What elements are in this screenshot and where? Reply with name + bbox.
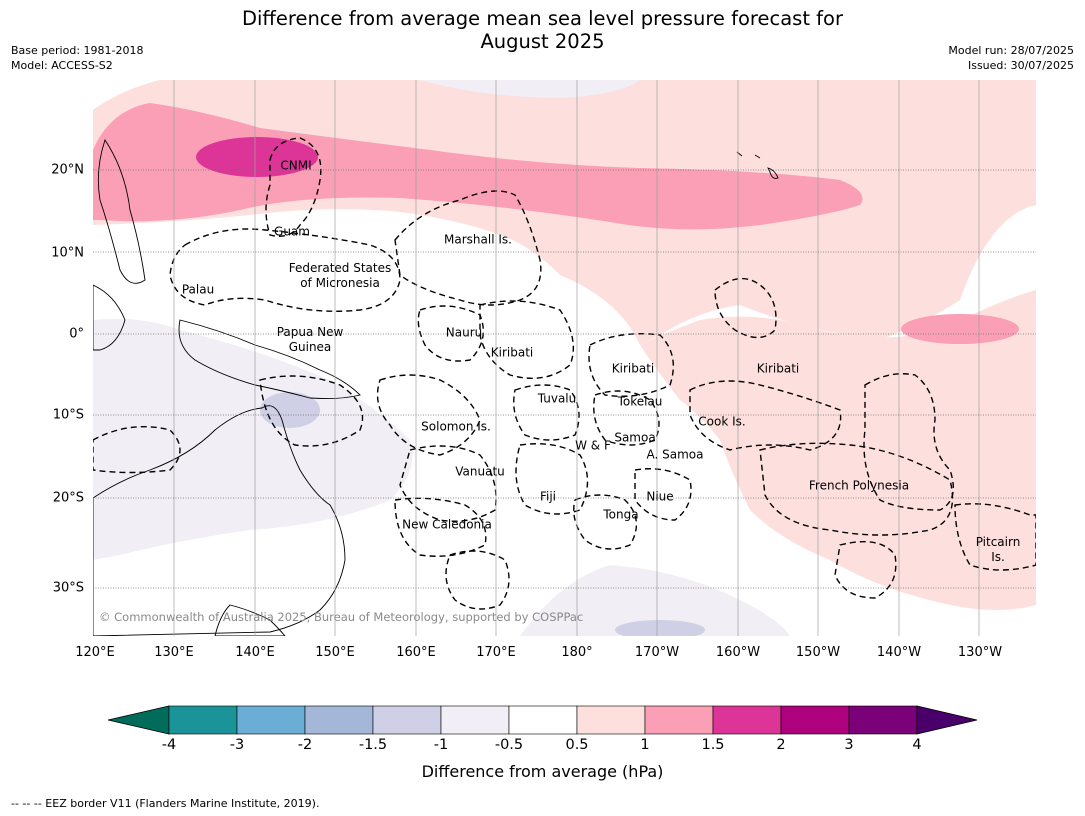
colorbar-tick-label: 0.5 [565, 737, 589, 753]
colorbar-extend-over [916, 705, 978, 735]
title-line-1: Difference from average mean sea level p… [242, 7, 843, 30]
lon-label-160E: 160°E [396, 645, 436, 660]
colorbar-swatch [372, 705, 442, 735]
lon-label-120E: 120°E [75, 645, 115, 660]
region-label-kiribati-central: Kiribati [611, 361, 655, 376]
colorbar-swatch [848, 705, 918, 735]
region-label-vanuatu: Vanuatu [455, 464, 505, 479]
lat-label-20N: 20°N [51, 162, 84, 178]
anomaly-neg-1-1.5-south [615, 620, 705, 636]
base-period: Base period: 1981-2018 [11, 44, 144, 57]
lon-label-170E: 170°E [476, 645, 516, 660]
eez-borders [93, 137, 1036, 610]
colorbar-swatch [712, 705, 782, 735]
lat-label-0: 0° [69, 326, 84, 342]
region-label-samoa: Samoa [614, 430, 656, 445]
lon-label-160W: 160°W [715, 645, 761, 660]
anomaly-neg-0.5-1-south [520, 565, 790, 636]
region-label-tonga: Tonga [603, 507, 639, 522]
colorbar-tick-label: -0.5 [494, 737, 524, 753]
colorbar-swatch [168, 705, 238, 735]
new-guinea-coast [178, 319, 361, 400]
region-label-tuvalu: Tuvalu [537, 391, 577, 406]
title-line-2: August 2025 [480, 30, 605, 53]
region-label-png: Papua New Guinea [276, 325, 344, 354]
colorbar-title: Difference from average (hPa) [421, 762, 664, 781]
new-zealand-coast [214, 604, 286, 636]
philippines-coast [97, 138, 146, 284]
region-label-tokelau: Tokelau [617, 394, 663, 409]
colorbar [107, 705, 978, 735]
colorbar-tick-label: -2 [297, 737, 313, 753]
anomaly-neg-0.5-1-north [420, 80, 640, 98]
colorbar-tick-label: 2 [776, 737, 786, 753]
lon-label-150W: 150°W [795, 645, 841, 660]
map-title: Difference from average mean sea level p… [0, 7, 1085, 53]
lon-label-170W: 170°W [634, 645, 680, 660]
anomaly-neg-1-1.5-west [260, 392, 320, 428]
colorbar-swatch [508, 705, 578, 735]
colorbar-swatch [440, 705, 510, 735]
colorbar-swatch [576, 705, 646, 735]
colorbar-swatch [304, 705, 374, 735]
region-label-fiji: Fiji [539, 489, 557, 504]
lon-label-150E: 150°E [315, 645, 355, 660]
region-label-wallis-futuna: W & F [575, 438, 611, 453]
colorbar-swatch [644, 705, 714, 735]
region-label-new-caledonia: New Caledonia [402, 517, 492, 532]
region-label-marshall: Marshall Is. [444, 232, 512, 247]
lon-label-130E: 130°E [154, 645, 194, 660]
region-label-nauru: Nauru [445, 325, 483, 340]
lat-label-20S: 20°S [52, 490, 84, 506]
lon-label-130W: 130°W [957, 645, 1003, 660]
borneo-coast [93, 284, 126, 351]
colorbar-tick-label: -4 [161, 737, 177, 753]
colorbar-tick-label: -3 [229, 737, 245, 753]
region-label-kiribati-east: Kiribati [756, 361, 800, 376]
anomaly-1-1.5-north [93, 103, 863, 230]
model-run: Model run: 28/07/2025 [948, 44, 1074, 57]
region-label-palau: Palau [181, 282, 215, 297]
copyright-notice: © Commonwealth of Australia 2025, Bureau… [99, 610, 584, 624]
lat-label-10S: 10°S [52, 407, 84, 423]
anomaly-1-1.5-equatorial [901, 314, 1019, 344]
region-label-niue: Niue [646, 489, 674, 504]
longitude-gridlines [173, 80, 980, 636]
colorbar-swatch [780, 705, 850, 735]
region-label-pitcairn: Pitcairn Is. [975, 535, 1021, 564]
australia-coast [93, 405, 346, 636]
region-label-french-polynesia: French Polynesia [808, 478, 910, 493]
colorbar-swatch [236, 705, 306, 735]
colorbar-extend-under [107, 705, 170, 735]
lon-label-140W: 140°W [876, 645, 922, 660]
lon-label-180: 180° [561, 645, 593, 660]
anomaly-neg-0.5-1-west [93, 318, 413, 560]
region-label-guam: Guam [274, 224, 310, 239]
lat-label-30S: 30°S [52, 580, 84, 596]
anomaly-1.5-2-core [196, 137, 318, 177]
colorbar-tick-label: 1 [640, 737, 650, 753]
meta-left: Base period: 1981-2018 Model: ACCESS-S2 [11, 43, 143, 73]
region-label-cnmi: CNMI [280, 158, 312, 173]
colorbar-tick-label: -1 [433, 737, 449, 753]
colorbar-tick-label: -1.5 [358, 737, 388, 753]
anomaly-0.5-1-southeast [640, 290, 1036, 610]
latitude-gridlines [93, 169, 1036, 589]
colorbar-tick-label: 1.5 [701, 737, 725, 753]
colorbar-tick-label: 3 [844, 737, 854, 753]
issued-date: Issued: 30/07/2025 [967, 59, 1074, 72]
lon-label-140E: 140°E [235, 645, 275, 660]
lat-label-10N: 10°N [51, 245, 84, 261]
region-label-cook: Cook Is. [698, 414, 746, 429]
colorbar-tick-label: 4 [912, 737, 922, 753]
region-label-kiribati-west: Kiribati [490, 345, 534, 360]
region-label-fsm: Federated States of Micronesia [288, 261, 392, 290]
eez-footnote: -- -- -- EEZ border V11 (Flanders Marine… [11, 797, 320, 810]
model-name: Model: ACCESS-S2 [11, 59, 113, 72]
region-label-solomon: Solomon Is. [421, 419, 491, 434]
meta-right: Model run: 28/07/2025 Issued: 30/07/2025 [948, 43, 1074, 73]
region-label-american-samoa: A. Samoa [646, 447, 704, 462]
